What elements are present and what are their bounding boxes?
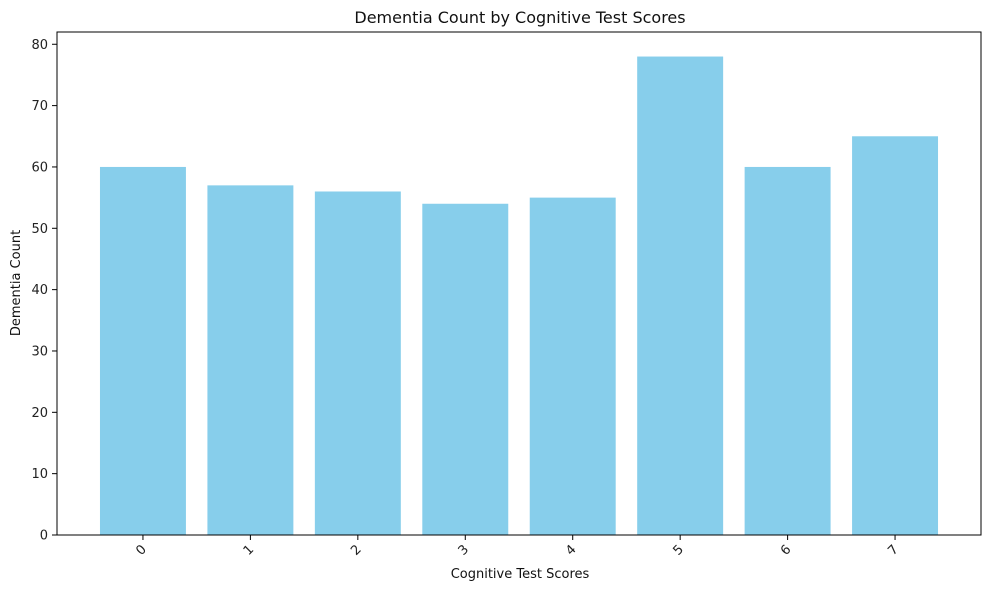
bar-2 bbox=[314, 191, 401, 536]
bar-3 bbox=[422, 203, 509, 535]
y-tick-label-10: 10 bbox=[31, 467, 48, 482]
bar-5 bbox=[637, 56, 724, 535]
y-tick-label-60: 60 bbox=[31, 160, 48, 175]
chart-title: Dementia Count by Cognitive Test Scores bbox=[354, 8, 685, 27]
y-axis-ticks: 0 10 20 30 40 50 60 70 80 bbox=[31, 38, 57, 544]
bar-4 bbox=[529, 197, 616, 535]
y-tick-label-40: 40 bbox=[31, 283, 48, 298]
y-tick-label-80: 80 bbox=[31, 38, 48, 53]
y-axis-label: Dementia Count bbox=[9, 230, 24, 336]
y-tick-label-20: 20 bbox=[31, 406, 48, 421]
bars-group bbox=[99, 56, 939, 536]
y-tick-label-30: 30 bbox=[31, 344, 48, 359]
y-tick-label-50: 50 bbox=[31, 222, 48, 237]
plot-frame bbox=[56, 31, 982, 536]
y-tick-label-70: 70 bbox=[31, 99, 48, 114]
y-tick-label-0: 0 bbox=[40, 529, 48, 544]
x-axis-label: Cognitive Test Scores bbox=[451, 567, 590, 582]
bar-7 bbox=[852, 136, 939, 535]
bar-1 bbox=[207, 185, 294, 536]
bar-0 bbox=[99, 166, 186, 535]
bar-6 bbox=[744, 166, 831, 535]
